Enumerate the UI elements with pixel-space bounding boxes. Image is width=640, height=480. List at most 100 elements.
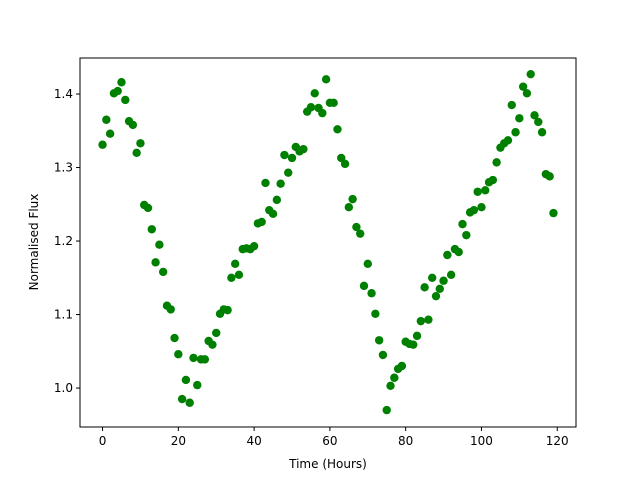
data-point (382, 405, 391, 415)
data-point (318, 108, 327, 118)
x-tick-label: 120 (546, 434, 569, 448)
data-point (272, 195, 282, 205)
data-point (257, 217, 266, 227)
data-point (143, 203, 153, 213)
data-point (511, 128, 520, 137)
data-point (287, 153, 297, 163)
data-point (223, 305, 232, 315)
data-point (333, 125, 342, 134)
data-point (348, 194, 357, 204)
data-point (132, 148, 141, 158)
data-point (390, 373, 399, 382)
data-point (121, 95, 130, 105)
data-point (329, 98, 338, 108)
x-tick-label: 20 (171, 434, 186, 448)
data-point (128, 120, 138, 130)
data-point (261, 178, 270, 188)
data-point (530, 111, 539, 120)
data-point (420, 283, 429, 292)
x-tick-label: 0 (99, 434, 107, 448)
data-point (310, 89, 319, 98)
y-tick-label: 1.1 (54, 308, 73, 322)
data-point (321, 75, 331, 84)
data-point (230, 259, 240, 269)
data-point (158, 267, 168, 277)
data-point (367, 289, 376, 298)
data-point (488, 175, 498, 185)
data-point (299, 144, 308, 154)
data-point (371, 309, 380, 319)
data-point (549, 208, 558, 218)
y-tick-label: 1.4 (54, 87, 73, 101)
data-point (249, 241, 259, 251)
data-point (473, 187, 482, 196)
y-tick-label: 1.3 (54, 161, 73, 175)
data-point (284, 168, 293, 177)
data-point (526, 69, 535, 79)
data-point (492, 158, 501, 167)
data-point (174, 350, 183, 359)
data-point (356, 229, 365, 238)
data-point (280, 150, 289, 160)
x-tick-label: 80 (398, 434, 413, 448)
data-point (416, 316, 426, 326)
data-point (443, 250, 452, 260)
data-point (193, 380, 202, 390)
data-point (397, 361, 407, 371)
data-point (446, 270, 456, 280)
data-point (268, 209, 278, 219)
data-point (344, 203, 354, 212)
data-point (306, 103, 316, 112)
data-point (515, 114, 524, 123)
y-axis-label: Normalised Flux (27, 194, 41, 291)
data-point (212, 328, 221, 338)
data-point (386, 381, 395, 391)
data-point (503, 136, 513, 145)
data-point (424, 315, 433, 324)
data-point (431, 291, 441, 301)
data-point (374, 336, 384, 345)
x-axis-label: Time (Hours) (288, 457, 367, 471)
data-point (227, 273, 236, 282)
data-point (435, 284, 444, 294)
data-point (363, 259, 372, 269)
x-tick-label: 60 (322, 434, 337, 448)
data-point (113, 86, 122, 96)
data-point (147, 225, 157, 234)
data-point (102, 115, 111, 124)
data-point (522, 89, 532, 98)
data-point (428, 273, 437, 282)
y-tick-label: 1.0 (54, 381, 73, 395)
data-point (98, 140, 107, 149)
data-point (481, 186, 490, 195)
data-point (151, 258, 160, 267)
data-point (136, 139, 145, 148)
data-point (537, 128, 547, 137)
plot-frame (79, 57, 577, 428)
data-point (340, 159, 350, 169)
data-point (189, 353, 198, 363)
data-point (545, 172, 554, 181)
data-point (170, 333, 179, 343)
data-point (469, 205, 479, 215)
data-point (200, 355, 210, 364)
data-point (166, 305, 175, 314)
y-tick-label: 1.2 (54, 234, 73, 248)
data-point (462, 230, 471, 240)
data-point (378, 350, 388, 360)
data-point (439, 276, 448, 285)
data-point (181, 375, 191, 385)
data-point (117, 78, 126, 87)
data-point (208, 340, 217, 349)
data-point (177, 394, 187, 404)
data-point (534, 117, 543, 127)
data-point (507, 100, 516, 110)
data-point (105, 129, 115, 138)
data-point (276, 179, 285, 188)
data-point (155, 240, 164, 249)
data-point (234, 270, 244, 280)
x-tick-label: 100 (470, 434, 493, 448)
data-point (458, 219, 467, 229)
data-point (352, 222, 361, 232)
data-point (359, 281, 369, 291)
